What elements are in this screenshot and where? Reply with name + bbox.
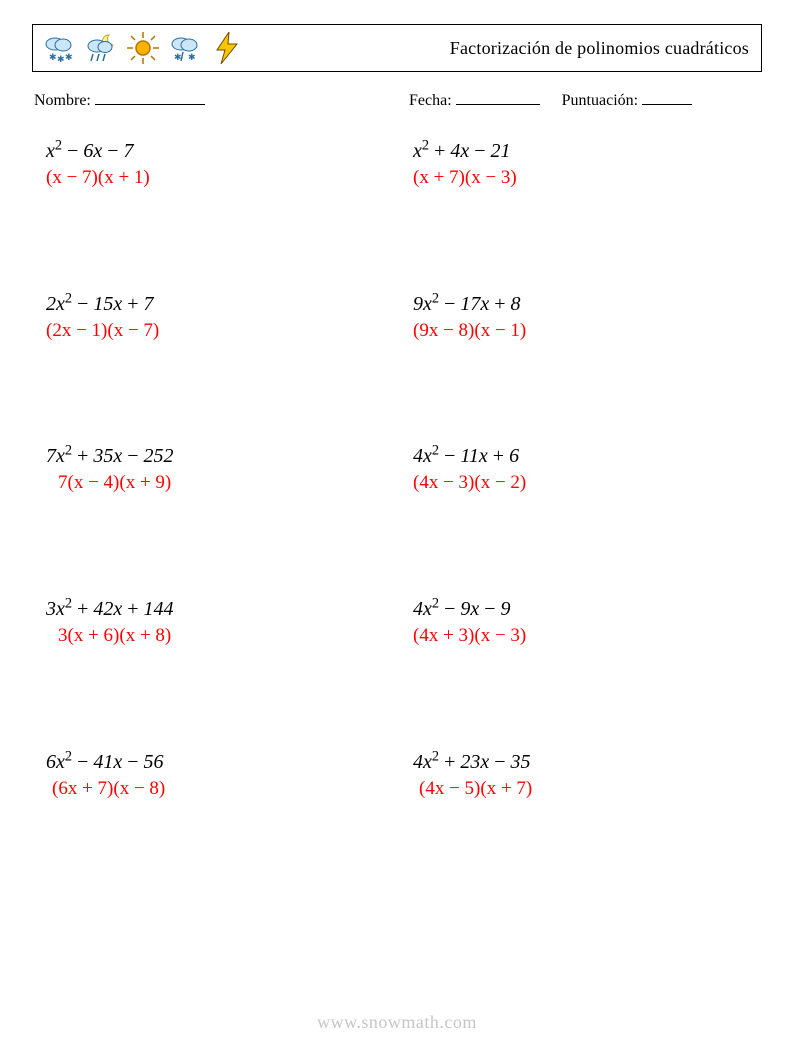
problem-answer: (6x + 7)(x − 8) — [46, 775, 383, 802]
problem-cell: x2 − 6x − 7 (x − 7)(x + 1) — [46, 138, 383, 191]
problem-answer: 7(x − 4)(x + 9) — [46, 469, 383, 496]
svg-text:✱: ✱ — [57, 54, 65, 64]
problem-cell: 6x2 − 41x − 56 (6x + 7)(x − 8) — [46, 749, 383, 802]
problem-expression: x2 + 4x − 21 — [413, 138, 750, 164]
problem-cell: 7x2 + 35x − 252 7(x − 4)(x + 9) — [46, 443, 383, 496]
svg-text:✱: ✱ — [65, 52, 73, 62]
problem-answer: (2x − 1)(x − 7) — [46, 317, 383, 344]
snow-rain-cloud-icon: ✱ ✱ — [167, 30, 203, 66]
problem-expression: 6x2 − 41x − 56 — [46, 749, 383, 775]
date-label: Fecha: — [409, 92, 452, 109]
date-blank[interactable] — [456, 90, 540, 105]
svg-text:✱: ✱ — [188, 52, 196, 62]
problem-expression: 2x2 − 15x + 7 — [46, 291, 383, 317]
problem-answer: (4x + 3)(x − 3) — [413, 622, 750, 649]
problem-cell: 9x2 − 17x + 8 (9x − 8)(x − 1) — [413, 291, 750, 344]
problem-expression: 3x2 + 42x + 144 — [46, 596, 383, 622]
footer-url: www.snowmath.com — [0, 1012, 794, 1033]
header-box: ✱ ✱ ✱ — [32, 24, 762, 72]
problem-answer: (x + 7)(x − 3) — [413, 164, 750, 191]
problem-answer: (9x − 8)(x − 1) — [413, 317, 750, 344]
problem-cell: 4x2 + 23x − 35 (4x − 5)(x + 7) — [413, 749, 750, 802]
score-blank[interactable] — [642, 90, 692, 105]
problem-expression: 4x2 − 11x + 6 — [413, 443, 750, 469]
lightning-icon — [209, 30, 245, 66]
problem-answer: 3(x + 6)(x + 8) — [46, 622, 383, 649]
problem-cell: 2x2 − 15x + 7 (2x − 1)(x − 7) — [46, 291, 383, 344]
problem-expression: 4x2 − 9x − 9 — [413, 596, 750, 622]
problem-cell: 4x2 − 9x − 9 (4x + 3)(x − 3) — [413, 596, 750, 649]
problem-expression: 7x2 + 35x − 252 — [46, 443, 383, 469]
meta-row: Nombre: Fecha: Puntuación: — [32, 90, 762, 110]
problem-expression: x2 − 6x − 7 — [46, 138, 383, 164]
problems-grid: x2 − 6x − 7 (x − 7)(x + 1) x2 + 4x − 21 … — [32, 134, 762, 801]
svg-text:✱: ✱ — [49, 52, 57, 62]
rain-cloud-moon-icon — [83, 30, 119, 66]
problem-answer: (4x − 3)(x − 2) — [413, 469, 750, 496]
name-blank[interactable] — [95, 90, 205, 105]
problem-cell: 4x2 − 11x + 6 (4x − 3)(x − 2) — [413, 443, 750, 496]
worksheet-title: Factorización de polinomios cuadráticos — [450, 38, 749, 59]
problem-expression: 4x2 + 23x − 35 — [413, 749, 750, 775]
problem-answer: (4x − 5)(x + 7) — [413, 775, 750, 802]
problem-expression: 9x2 − 17x + 8 — [413, 291, 750, 317]
header-icons: ✱ ✱ ✱ — [41, 30, 245, 66]
snow-cloud-icon: ✱ ✱ ✱ — [41, 30, 77, 66]
problem-answer: (x − 7)(x + 1) — [46, 164, 383, 191]
score-label: Puntuación: — [562, 92, 638, 109]
problem-cell: 3x2 + 42x + 144 3(x + 6)(x + 8) — [46, 596, 383, 649]
sun-icon — [125, 30, 161, 66]
name-label: Nombre: — [34, 92, 91, 109]
problem-cell: x2 + 4x − 21 (x + 7)(x − 3) — [413, 138, 750, 191]
